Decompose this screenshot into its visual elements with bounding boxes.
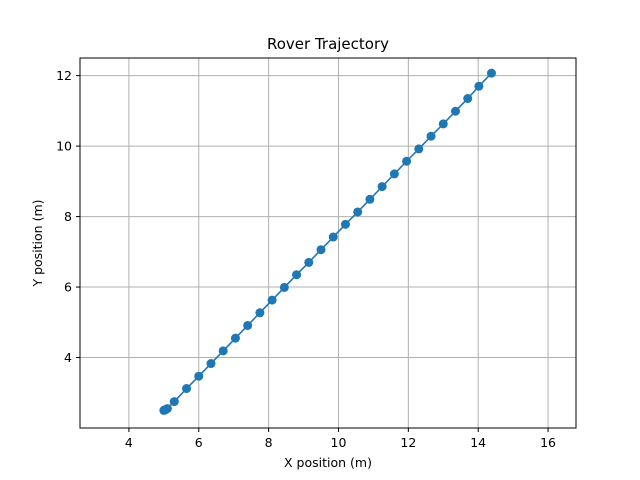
data-point: [353, 207, 363, 217]
x-tick-label: 16: [540, 435, 556, 450]
x-tick-label: 4: [125, 435, 133, 450]
data-point: [402, 156, 412, 166]
data-point: [340, 219, 350, 229]
data-point: [486, 68, 496, 78]
x-tick-label: 10: [331, 435, 347, 450]
x-axis-label: X position (m): [284, 455, 372, 470]
y-tick-label: 8: [64, 209, 72, 224]
data-point: [474, 81, 484, 91]
data-point: [194, 371, 204, 381]
x-tick-label: 14: [470, 435, 486, 450]
data-point: [162, 404, 172, 414]
y-tick-label: 10: [56, 139, 72, 154]
y-axis-label: Y position (m): [30, 199, 45, 287]
data-point: [463, 94, 473, 104]
series-layer: [159, 68, 496, 415]
data-point: [243, 320, 253, 330]
ticks: 4 6 8 10 12 14 16 4 6 8 10 12: [56, 68, 556, 450]
y-tick-label: 12: [56, 68, 72, 83]
data-point: [230, 333, 240, 343]
data-point: [279, 282, 289, 292]
data-point: [389, 169, 399, 179]
y-tick-label: 4: [64, 350, 72, 365]
data-point: [328, 232, 338, 242]
data-point: [182, 384, 192, 394]
data-point: [438, 119, 448, 129]
data-point: [450, 106, 460, 116]
data-point: [426, 131, 436, 141]
x-tick-label: 6: [195, 435, 203, 450]
chart-title: Rover Trajectory: [267, 35, 389, 53]
data-point: [206, 359, 216, 369]
data-point: [316, 245, 326, 255]
plot-frame: [79, 57, 577, 429]
x-tick-label: 8: [265, 435, 273, 450]
grid: [80, 58, 576, 428]
x-tick-label: 12: [400, 435, 416, 450]
data-point: [255, 308, 265, 318]
data-point: [218, 346, 228, 356]
y-tick-label: 6: [64, 280, 72, 295]
data-point: [414, 144, 424, 154]
data-point: [267, 295, 277, 305]
data-point: [292, 270, 302, 280]
data-point: [304, 257, 314, 267]
data-point: [365, 194, 375, 204]
data-point: [377, 182, 387, 192]
data-point: [169, 397, 179, 407]
